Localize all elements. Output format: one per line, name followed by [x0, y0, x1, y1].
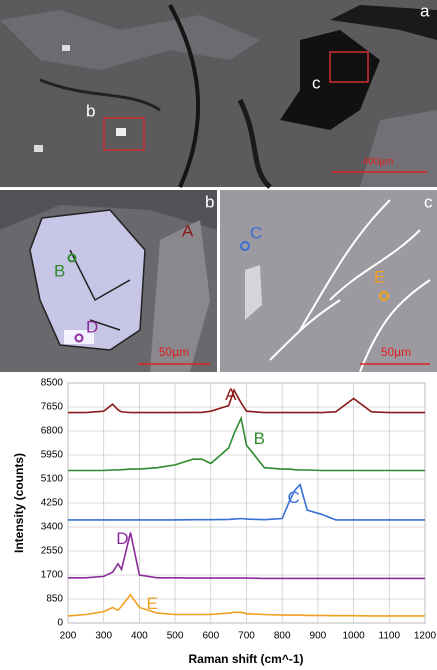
series-label: D: [116, 529, 128, 548]
x-tick-label: 1100: [379, 631, 401, 642]
panel-a: a b c 400µm: [0, 0, 437, 189]
series-label: E: [147, 594, 158, 613]
y-tick-label: 0: [57, 618, 63, 629]
y-tick-label: 3400: [41, 522, 64, 533]
x-tick-label: 700: [238, 631, 255, 642]
y-tick-label: 2550: [41, 546, 64, 557]
spectrum-line: [68, 388, 425, 414]
x-tick-label: 300: [95, 631, 112, 642]
x-tick-label: 1000: [342, 631, 365, 642]
x-tick-label: 600: [202, 631, 219, 642]
spectrum-line: [67, 593, 425, 617]
y-tick-label: 1700: [41, 570, 64, 581]
point-label: B: [54, 261, 65, 280]
x-axis-label: Raman shift (cm^-1): [188, 652, 303, 666]
x-tick-label: 500: [167, 631, 184, 642]
y-tick-label: 5950: [41, 450, 64, 461]
spectrum-line: [68, 532, 425, 580]
x-tick-label: 900: [310, 631, 327, 642]
y-tick-label: 6800: [41, 426, 64, 437]
chart: Intensity (counts) Raman shift (cm^-1) 0…: [12, 378, 436, 667]
y-tick-label: 850: [46, 594, 63, 605]
point-label: C: [250, 223, 262, 242]
point-label: E: [374, 267, 385, 286]
panel-b: b A B D 50µm: [0, 190, 217, 372]
scale-label: 400µm: [363, 157, 394, 168]
series-label: B: [254, 429, 265, 448]
y-tick-label: 7650: [41, 402, 64, 413]
x-tick-label: 400: [131, 631, 148, 642]
point-label: D: [86, 317, 98, 336]
scale-label: 50µm: [381, 345, 411, 359]
series-label: C: [288, 488, 300, 507]
site-label: b: [86, 101, 95, 120]
panel-letter: b: [205, 192, 214, 211]
scale-label: 50µm: [159, 345, 189, 359]
x-tick-label: 1200: [414, 631, 437, 642]
panel-letter: c: [424, 192, 433, 211]
y-tick-label: 4250: [41, 498, 64, 509]
y-tick-label: 5100: [41, 474, 64, 485]
panel-c: c C E 50µm: [220, 190, 437, 373]
y-axis-label: Intensity (counts): [12, 453, 26, 553]
spectrum-line: [68, 483, 425, 521]
site-label: c: [312, 73, 321, 92]
x-tick-label: 200: [60, 631, 77, 642]
x-tick-label: 800: [274, 631, 291, 642]
series-label: A: [225, 385, 237, 404]
y-tick-label: 8500: [41, 378, 64, 389]
panel-letter: a: [420, 1, 430, 20]
point-label: A: [182, 221, 194, 240]
spectrum-line: [68, 415, 425, 472]
